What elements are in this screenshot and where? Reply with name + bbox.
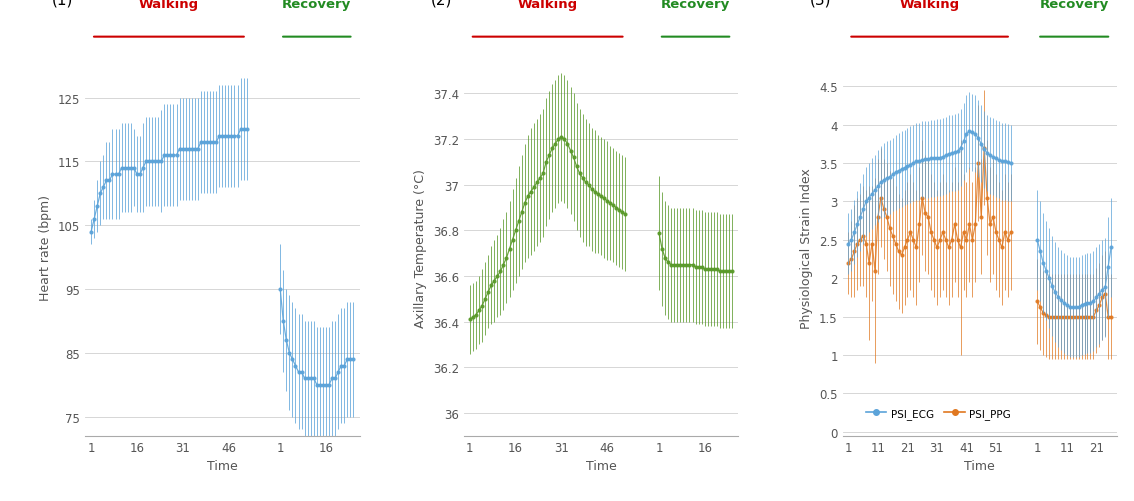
Y-axis label: Physiological Strain Index: Physiological Strain Index [801,168,813,328]
Y-axis label: Axillary Temperature (°C): Axillary Temperature (°C) [414,169,428,327]
Text: Recovery: Recovery [661,0,730,12]
X-axis label: Time: Time [206,459,238,472]
Text: Walking: Walking [517,0,577,12]
Text: Walking: Walking [138,0,198,12]
X-axis label: Time: Time [585,459,617,472]
Text: Walking: Walking [899,0,959,12]
Y-axis label: Heart rate (bpm): Heart rate (bpm) [40,195,52,301]
Legend: PSI_ECG, PSI_PPG: PSI_ECG, PSI_PPG [862,404,1015,423]
Text: (3): (3) [810,0,831,8]
X-axis label: Time: Time [964,459,996,472]
Text: Recovery: Recovery [282,0,352,12]
Text: Recovery: Recovery [1040,0,1109,12]
Text: (1): (1) [52,0,74,8]
Text: (2): (2) [431,0,452,8]
